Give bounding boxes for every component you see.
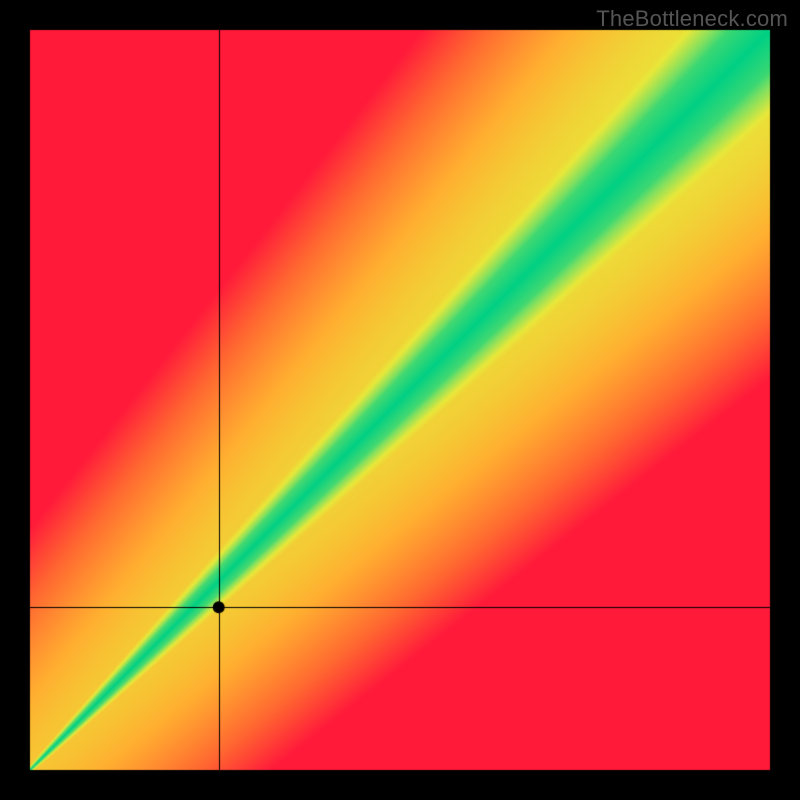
bottleneck-heatmap: [0, 0, 800, 800]
attribution-label: TheBottleneck.com: [596, 6, 788, 32]
chart-container: TheBottleneck.com: [0, 0, 800, 800]
